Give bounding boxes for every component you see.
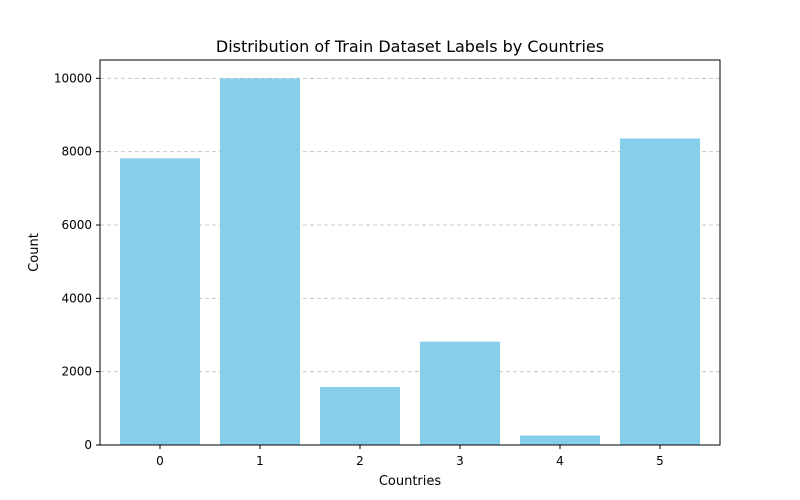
bar-1: [220, 78, 300, 445]
x-axis-label: Countries: [379, 474, 442, 489]
grid-lines: [100, 77, 720, 373]
y-axis-label: Count: [27, 233, 42, 272]
bars: [120, 78, 700, 445]
y-tick-label: 10000: [54, 71, 92, 85]
y-tick-label: 0: [84, 438, 92, 452]
plot-area-frame: [99, 59, 721, 446]
bar-3: [420, 341, 500, 445]
x-axis-ticks: 0 1 2 3 4 5: [156, 445, 664, 468]
bar-4: [520, 435, 600, 445]
y-tick-label: 8000: [61, 145, 92, 159]
y-tick-label: 2000: [61, 365, 92, 379]
x-tick-label: 4: [556, 454, 564, 468]
bar-0: [120, 158, 200, 445]
x-tick-label: 3: [456, 454, 464, 468]
y-axis-ticks: 0 2000 4000 6000 8000 10000: [54, 71, 100, 452]
y-tick-label: 6000: [61, 218, 92, 232]
x-tick-label: 0: [156, 454, 164, 468]
bar-5: [620, 138, 700, 445]
x-tick-label: 1: [256, 454, 264, 468]
chart-title: Distribution of Train Dataset Labels by …: [216, 37, 604, 56]
bar-2: [320, 387, 400, 445]
y-tick-label: 4000: [61, 291, 92, 305]
x-tick-label: 5: [656, 454, 664, 468]
x-tick-label: 2: [356, 454, 364, 468]
